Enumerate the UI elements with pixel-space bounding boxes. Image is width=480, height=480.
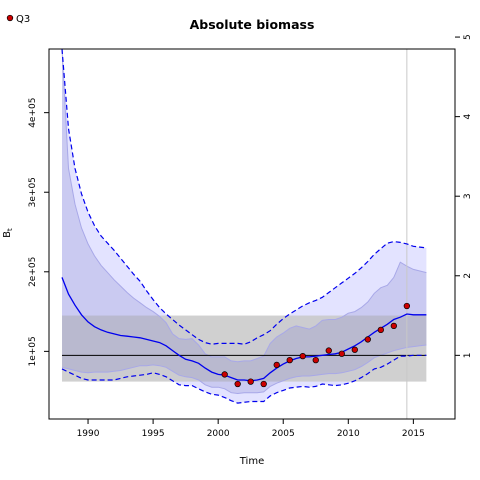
x-tick-label: 1990 bbox=[77, 429, 100, 439]
x-tick-label: 1995 bbox=[142, 429, 165, 439]
q3-point bbox=[403, 302, 411, 310]
q3-point bbox=[221, 371, 228, 378]
q3-point bbox=[325, 347, 332, 354]
x-axis: 1990 1995 2000 2005 2010 2015 bbox=[77, 419, 425, 439]
legend-q3-marker bbox=[6, 14, 14, 22]
x-tick-label: 2000 bbox=[207, 429, 230, 439]
q3-point bbox=[351, 346, 358, 353]
plot-area bbox=[61, 48, 427, 419]
x-tick-label: 2010 bbox=[337, 429, 360, 439]
y2-tick-label: 4 bbox=[463, 114, 473, 120]
legend-q3-label: Q3 bbox=[16, 14, 30, 25]
q3-point bbox=[234, 380, 241, 388]
inner-ci-upper-line bbox=[61, 48, 427, 363]
q3-point bbox=[377, 326, 384, 334]
y2-tick-label: 3 bbox=[463, 193, 473, 199]
x-tick-label: 2005 bbox=[272, 429, 295, 439]
y-tick-label: 4e+05 bbox=[28, 98, 38, 128]
upper-ci-line bbox=[61, 48, 427, 345]
bmsy-band bbox=[62, 315, 427, 382]
x-axis-label: Time bbox=[239, 456, 264, 467]
chart-title: Absolute biomass bbox=[190, 17, 315, 32]
inner-ci-band bbox=[62, 49, 427, 394]
y-axis-label: Bt bbox=[2, 228, 14, 238]
q3-point bbox=[299, 352, 306, 360]
q3-point bbox=[286, 356, 293, 364]
y-tick-label: 2e+05 bbox=[28, 257, 38, 287]
x-tick-label: 2015 bbox=[402, 429, 425, 439]
y2-axis: 1 2 3 4 5 bbox=[455, 34, 473, 358]
q3-point bbox=[273, 361, 280, 369]
y2-tick-label: 1 bbox=[463, 352, 473, 358]
outer-ci-band bbox=[62, 49, 427, 404]
q3-point bbox=[260, 380, 267, 388]
y2-tick-label: 5 bbox=[463, 34, 473, 40]
legend: Q3 bbox=[6, 14, 30, 25]
q3-points bbox=[221, 302, 411, 388]
q3-point bbox=[247, 378, 254, 385]
q3-point bbox=[312, 356, 319, 364]
y-tick-label: 1e+05 bbox=[28, 336, 38, 366]
inner-ci-lower-line bbox=[61, 344, 427, 395]
y2-tick-label: 2 bbox=[463, 273, 473, 279]
q3-point bbox=[338, 350, 345, 357]
q3-point bbox=[390, 322, 397, 330]
y-axis-label-subscript: t bbox=[6, 228, 14, 231]
q3-point bbox=[364, 336, 371, 343]
plot-frame bbox=[48, 48, 456, 420]
y-axis: 1e+05 2e+05 3e+05 4e+05 bbox=[28, 98, 49, 366]
y-tick-label: 3e+05 bbox=[28, 177, 38, 207]
